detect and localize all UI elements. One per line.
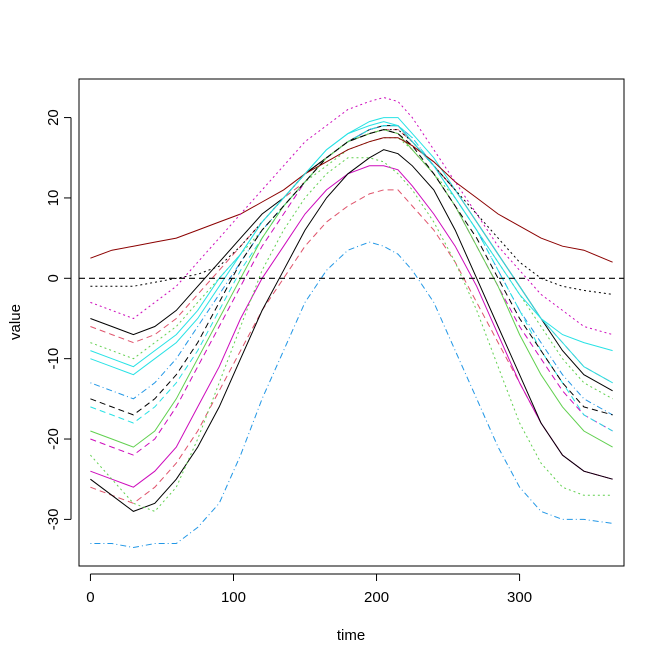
x-axis: 0 100 200 300 [86, 573, 532, 606]
series-line-7 [90, 129, 613, 295]
series-line-14 [90, 241, 613, 549]
y-tick-label: 20 [45, 109, 62, 126]
series-line-17 [90, 96, 613, 336]
x-tick-label: 0 [86, 589, 94, 606]
series-line-15 [90, 157, 613, 512]
series-line-4 [90, 125, 613, 416]
series-line-2 [90, 129, 613, 384]
series-line-1 [90, 125, 613, 392]
series-line-5 [90, 117, 613, 384]
series-line-8 [90, 189, 613, 504]
series-line-18 [90, 121, 613, 376]
x-tick-label: 200 [364, 589, 389, 606]
series-line-11 [90, 129, 613, 416]
series-line-12 [90, 165, 613, 488]
plot-frame [78, 78, 625, 567]
series-line-3 [90, 137, 613, 400]
y-tick-label: -30 [45, 509, 62, 531]
y-tick-label: -10 [45, 348, 62, 370]
x-axis-title: time [337, 627, 365, 644]
y-axis: -30 -20 -10 0 10 20 [45, 109, 72, 531]
y-axis-title: value [7, 304, 24, 340]
y-tick-label: -20 [45, 428, 62, 450]
y-tick-label: 0 [45, 274, 62, 282]
x-tick-label: 300 [507, 589, 532, 606]
series-line-6 [90, 129, 613, 456]
series-line-10 [90, 129, 613, 448]
y-tick-label: 10 [45, 190, 62, 207]
series-line-16 [90, 137, 613, 263]
series-line-13 [90, 149, 613, 512]
series-layer [90, 96, 613, 549]
x-tick-label: 100 [221, 589, 246, 606]
series-line-9 [90, 125, 613, 432]
